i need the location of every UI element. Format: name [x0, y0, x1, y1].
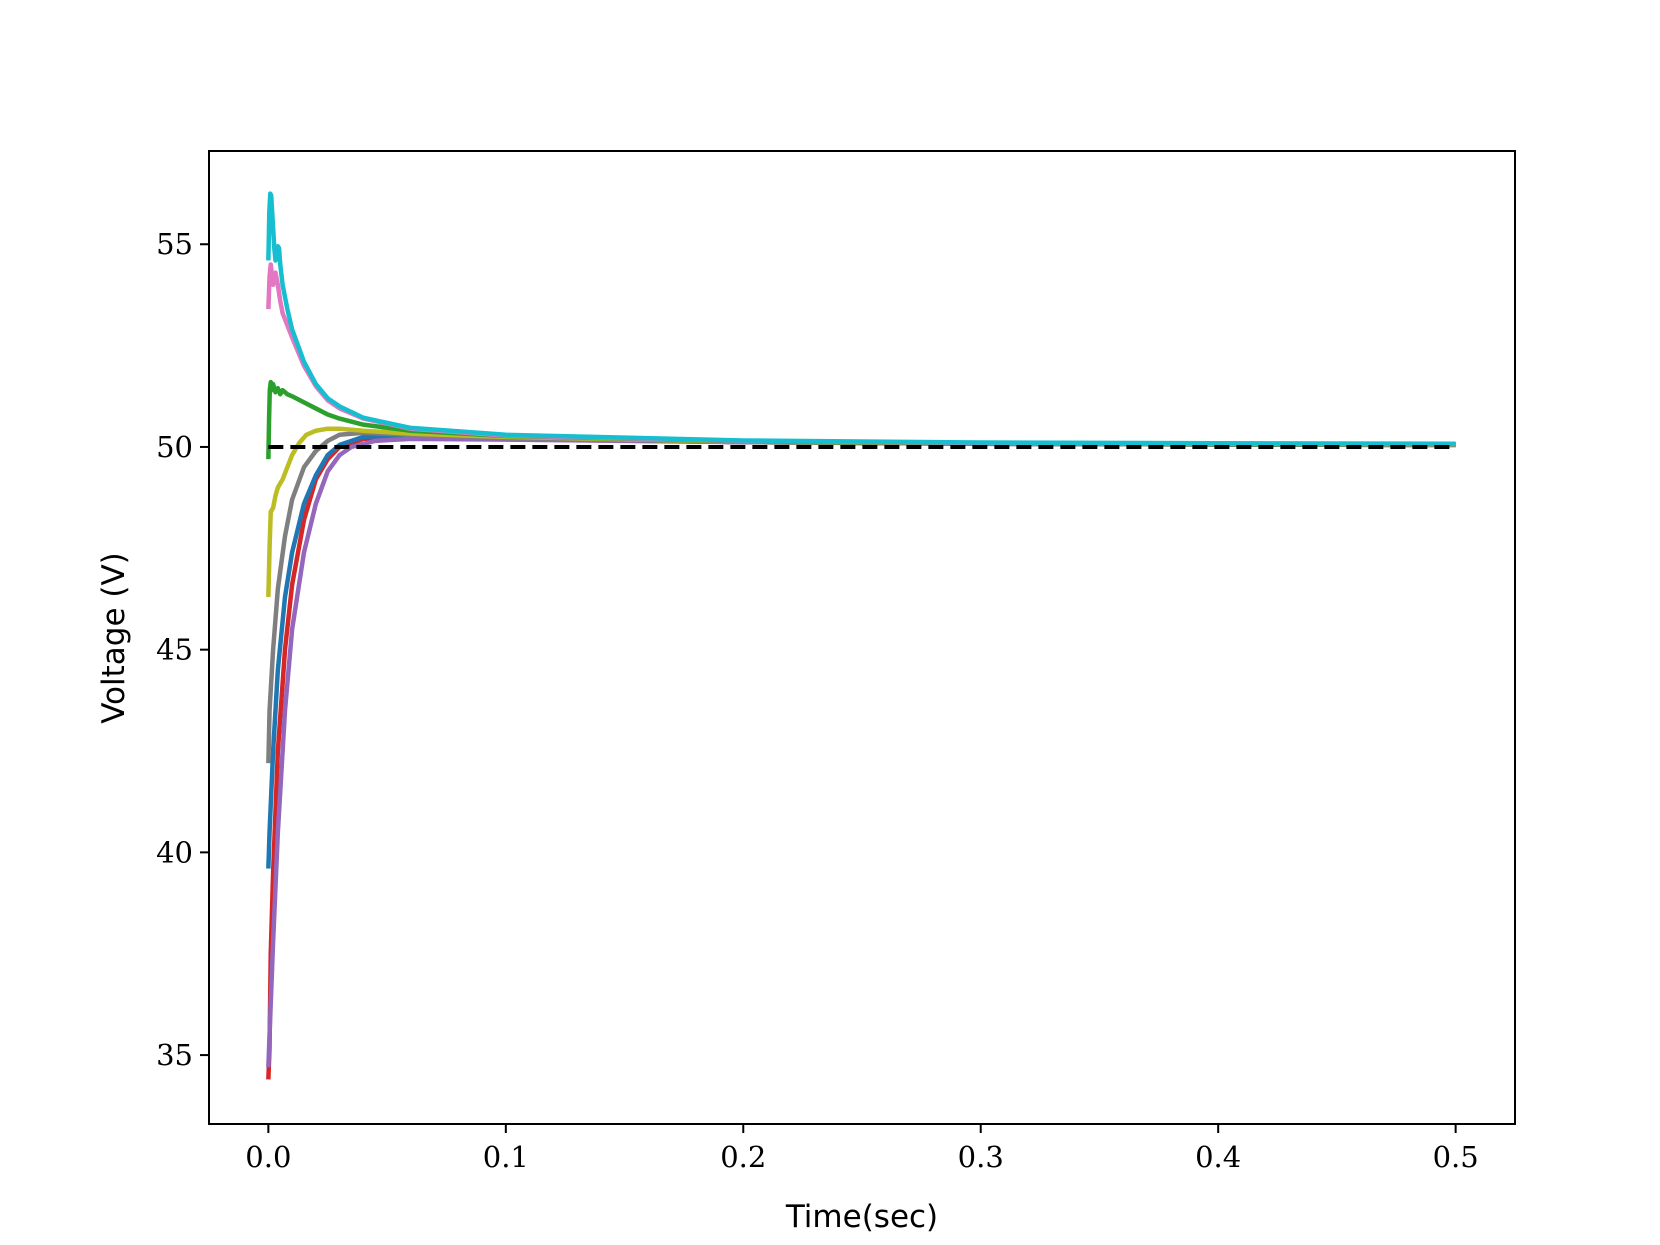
x-tick-label: 0.4 [1195, 1140, 1241, 1174]
series-layer [266, 191, 1456, 1080]
y-tick-label: 45 [156, 633, 193, 667]
y-axis-ticks: 35 40 45 50 55 [156, 227, 209, 1072]
y-tick-label: 50 [156, 430, 193, 464]
x-tick-label: 0.5 [1433, 1140, 1479, 1174]
x-tick-label: 0.0 [245, 1140, 291, 1174]
y-tick-label: 55 [156, 227, 193, 261]
plot-area [209, 151, 1515, 1124]
x-axis-title: Time(sec) [785, 1199, 938, 1235]
y-tick-label: 35 [156, 1038, 193, 1072]
x-axis-ticks: 0.0 0.1 0.2 0.3 0.4 0.5 [245, 1124, 1479, 1174]
x-tick-label: 0.3 [958, 1140, 1004, 1174]
x-tick-label: 0.1 [483, 1140, 529, 1174]
x-tick-label: 0.2 [720, 1140, 766, 1174]
y-tick-label: 40 [156, 835, 193, 869]
plot-frame [208, 150, 1516, 1125]
series-line-8 [266, 191, 1456, 446]
y-axis-title: Voltage (V) [96, 552, 132, 724]
